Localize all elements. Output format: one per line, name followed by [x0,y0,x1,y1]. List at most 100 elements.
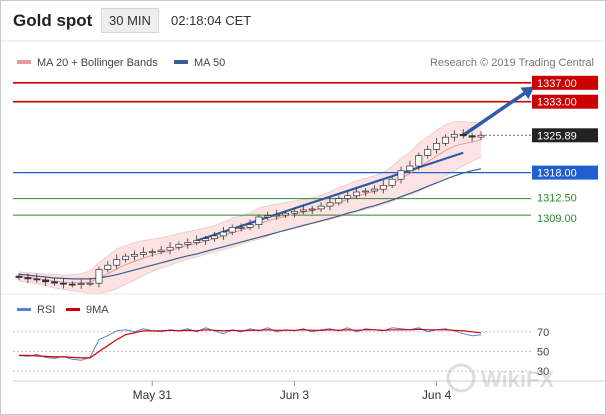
candle [122,255,130,260]
candle [228,227,236,233]
candle [344,195,352,199]
legend-swatch-rsi [17,308,31,311]
legend-label-ma20: MA 20 + Bollinger Bands [37,57,158,69]
candle [335,198,343,204]
candle [379,185,387,190]
legend-label-ma50: MA 50 [194,57,225,69]
candle [433,142,441,150]
level-label-current: 1325.89 [537,130,577,142]
bollinger-upper-line [18,121,481,276]
candle [95,269,103,284]
level-label-resistance: 1333.00 [537,97,577,109]
candle [33,278,41,281]
rsi-line [18,327,482,361]
candle [202,238,210,241]
candlestick-layer [15,129,485,289]
candle [219,231,227,237]
candle [477,134,485,138]
timestamp: 02:18:04 CET [171,13,252,28]
rsi-tick-label: 30 [537,366,549,378]
rsi-tick-label: 50 [537,347,549,359]
forecast-arrow-head [520,86,535,100]
candle [166,246,174,251]
candle [255,216,263,225]
candle [104,264,112,270]
candle [317,205,325,210]
support-trendline [196,151,464,242]
candle [184,242,192,245]
candle [264,215,272,218]
candle [148,251,156,253]
level-label-support: 1312.50 [537,193,577,205]
candle [282,212,289,216]
candle [51,281,58,284]
forecast-arrow-shaft [462,85,536,137]
candle [24,277,32,280]
candle [459,133,467,137]
candle [139,252,147,255]
watermark-logo-icon [446,363,476,393]
candle [237,227,245,229]
candle [299,209,307,212]
price-level-labels: 1337.00 1333.00 1325.89 1318.00 1312.50 1309.… [532,75,598,225]
candle [68,283,76,286]
candle [77,283,85,285]
candle [113,259,121,266]
candle [211,235,218,240]
rsi-tick-label: 70 [537,327,549,339]
x-axis: May 31 Jun 3 Jun 4 [133,381,452,402]
x-tick-label: May 31 [133,388,173,402]
candle [450,133,458,138]
candle [59,282,67,285]
candle [15,275,23,278]
candle [370,188,378,192]
timeframe-button[interactable]: 30 MIN [101,8,159,33]
candle [175,244,183,248]
legend-label-rsi-ma: 9MA [86,304,109,316]
level-label-resistance: 1337.00 [537,78,577,90]
candle [442,136,449,144]
candle [131,253,138,257]
candle [397,170,405,180]
x-tick-label: Jun 3 [280,388,310,402]
level-label-pivot: 1318.00 [537,168,577,180]
candle [86,282,94,285]
candle [468,135,476,138]
candle [42,279,50,283]
level-label-support: 1309.00 [537,213,577,225]
candle [246,224,254,228]
candle [308,208,316,211]
legend-swatch-ma20 [17,60,31,64]
x-tick-label: Jun 4 [422,388,452,402]
chart-header: Gold spot 30 MIN 02:18:04 CET [1,1,605,41]
candle [290,210,298,214]
candle [415,155,423,167]
candle [388,178,396,186]
legend-swatch-rsi-ma [66,308,80,311]
rsi-ma-line [19,328,482,359]
rsi-legend: RSI 9MA [17,304,109,316]
rsi-series-layer [18,327,482,361]
chart-title: Gold spot [13,11,93,30]
bollinger-band-area [19,121,481,294]
rsi-reference-lines: 70 50 30 [13,327,549,378]
price-legend: MA 20 + Bollinger Bands MA 50 [17,57,225,69]
legend-label-rsi: RSI [37,304,55,316]
watermark: WikiFX [446,363,554,393]
candle [424,149,432,156]
candle [406,165,414,172]
watermark-text: WikiFX [481,367,554,392]
level-label-box-resistance [532,75,598,90]
price-level-lines [13,82,531,216]
legend-swatch-ma50 [174,60,188,64]
candle [353,191,361,197]
level-label-box-current [532,128,598,143]
bollinger-band-layer [18,121,482,294]
candle [273,214,281,217]
candle [193,240,201,243]
candle [157,249,165,252]
level-label-box-pivot [532,165,598,180]
candle [326,202,334,207]
